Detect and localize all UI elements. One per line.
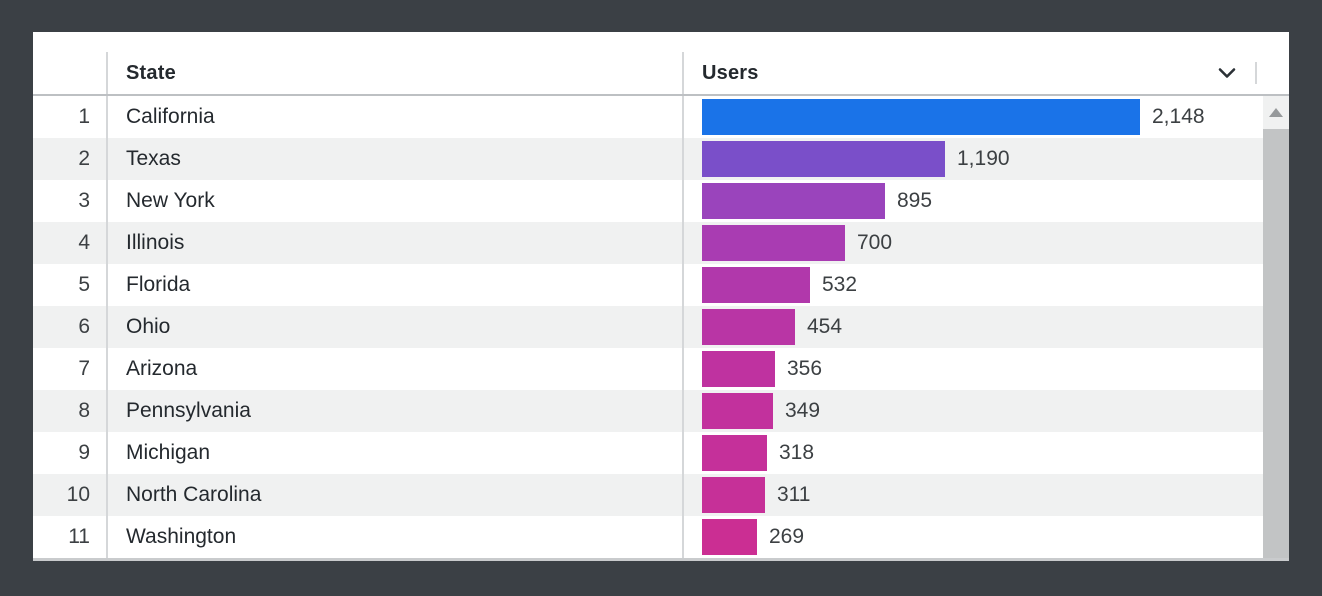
row-rank: 1 [78, 105, 90, 128]
users-cell: 1,190 [682, 138, 1263, 180]
users-bar [702, 141, 945, 177]
scroll-up-arrow-icon [1269, 108, 1283, 117]
table-row[interactable]: 9 Michigan 318 [33, 432, 1263, 474]
row-rank: 7 [78, 357, 90, 380]
users-value: 2,148 [1152, 105, 1205, 128]
table-row[interactable]: 2 Texas 1,190 [33, 138, 1263, 180]
table-row[interactable]: 6 Ohio 454 [33, 306, 1263, 348]
state-column-header[interactable]: State [106, 52, 682, 94]
row-rank: 4 [78, 231, 90, 254]
users-value: 532 [822, 273, 858, 296]
users-bar [702, 351, 775, 387]
users-value: 1,190 [957, 147, 1010, 170]
users-cell: 269 [682, 516, 1263, 558]
users-cell: 349 [682, 390, 1263, 432]
row-rank: 5 [78, 273, 90, 296]
users-bar [702, 99, 1140, 135]
users-bar [702, 183, 885, 219]
data-table-panel: State Users 1 California 2,148 2 Texas [33, 32, 1289, 561]
table-row[interactable]: 8 Pennsylvania 349 [33, 390, 1263, 432]
scroll-up-button[interactable] [1263, 96, 1289, 129]
users-bar [702, 519, 757, 555]
state-cell: New York [106, 180, 682, 222]
users-cell: 700 [682, 222, 1263, 264]
users-value: 349 [785, 399, 821, 422]
users-bar [702, 393, 773, 429]
table-row[interactable]: 5 Florida 532 [33, 264, 1263, 306]
row-rank: 6 [78, 315, 90, 338]
index-column-header [33, 52, 106, 94]
table-row[interactable]: 4 Illinois 700 [33, 222, 1263, 264]
users-value: 700 [857, 231, 893, 254]
users-cell: 318 [682, 432, 1263, 474]
table-row[interactable]: 3 New York 895 [33, 180, 1263, 222]
row-rank: 10 [66, 483, 90, 506]
header-divider-tick [1255, 62, 1257, 84]
users-cell: 311 [682, 474, 1263, 516]
table-body: 1 California 2,148 2 Texas 1,190 3 New Y… [33, 96, 1263, 558]
table-row[interactable]: 11 Washington 269 [33, 516, 1263, 558]
users-bar [702, 435, 767, 471]
row-rank: 11 [68, 525, 90, 548]
users-cell: 2,148 [682, 96, 1263, 138]
table-row[interactable]: 7 Arizona 356 [33, 348, 1263, 390]
users-bar [702, 477, 765, 513]
users-bar [702, 225, 845, 261]
state-cell: Pennsylvania [106, 390, 682, 432]
state-cell: Washington [106, 516, 682, 558]
users-value: 269 [769, 525, 805, 548]
row-rank: 8 [78, 399, 90, 422]
users-value: 311 [777, 483, 811, 506]
users-cell: 532 [682, 264, 1263, 306]
users-cell: 454 [682, 306, 1263, 348]
users-value: 318 [779, 441, 815, 464]
users-bar [702, 267, 810, 303]
state-cell: North Carolina [106, 474, 682, 516]
row-rank: 3 [78, 189, 90, 212]
vertical-scrollbar[interactable] [1263, 96, 1289, 558]
scrollbar-thumb[interactable] [1263, 129, 1289, 558]
users-value: 454 [807, 315, 843, 338]
state-cell: Arizona [106, 348, 682, 390]
state-cell: Michigan [106, 432, 682, 474]
state-cell: Ohio [106, 306, 682, 348]
table-header-row: State Users [33, 52, 1289, 94]
table-header: State Users [33, 32, 1289, 96]
users-column-header[interactable]: Users [682, 52, 1289, 94]
table-row[interactable]: 10 North Carolina 311 [33, 474, 1263, 516]
row-rank: 9 [78, 441, 90, 464]
state-column-header-label[interactable]: State [126, 61, 176, 84]
users-header-controls [1217, 62, 1257, 84]
users-column-header-label[interactable]: Users [702, 61, 759, 84]
users-value: 895 [897, 189, 933, 212]
users-value: 356 [787, 357, 823, 380]
users-cell: 356 [682, 348, 1263, 390]
state-cell: Florida [106, 264, 682, 306]
state-cell: California [106, 96, 682, 138]
users-cell: 895 [682, 180, 1263, 222]
table-row[interactable]: 1 California 2,148 [33, 96, 1263, 138]
chevron-down-icon[interactable] [1217, 66, 1237, 80]
row-rank: 2 [78, 147, 90, 170]
users-bar [702, 309, 795, 345]
state-cell: Texas [106, 138, 682, 180]
state-cell: Illinois [106, 222, 682, 264]
